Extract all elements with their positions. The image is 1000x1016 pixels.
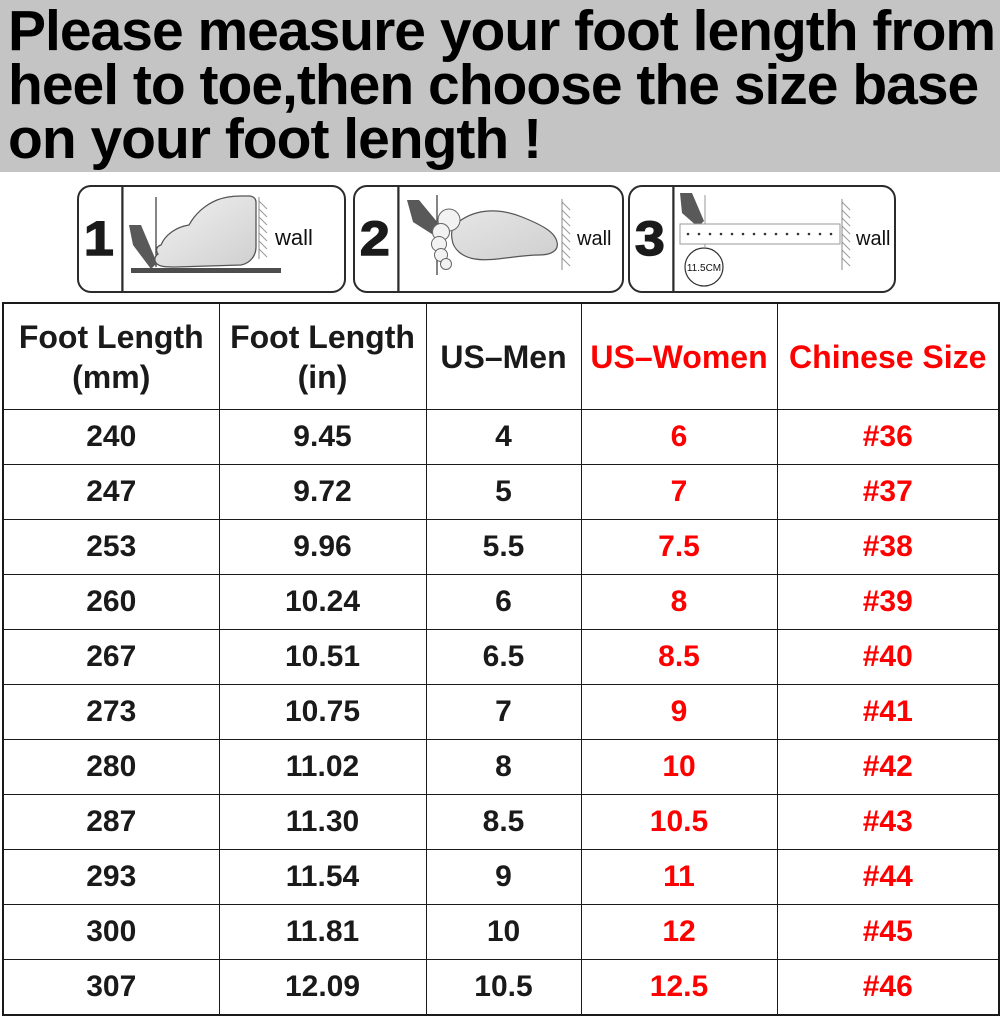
svg-text:wall: wall (855, 228, 890, 250)
svg-text:11.5CM: 11.5CM (687, 263, 721, 274)
svg-text:wall: wall (576, 228, 611, 250)
svg-text:wall: wall (274, 225, 313, 250)
